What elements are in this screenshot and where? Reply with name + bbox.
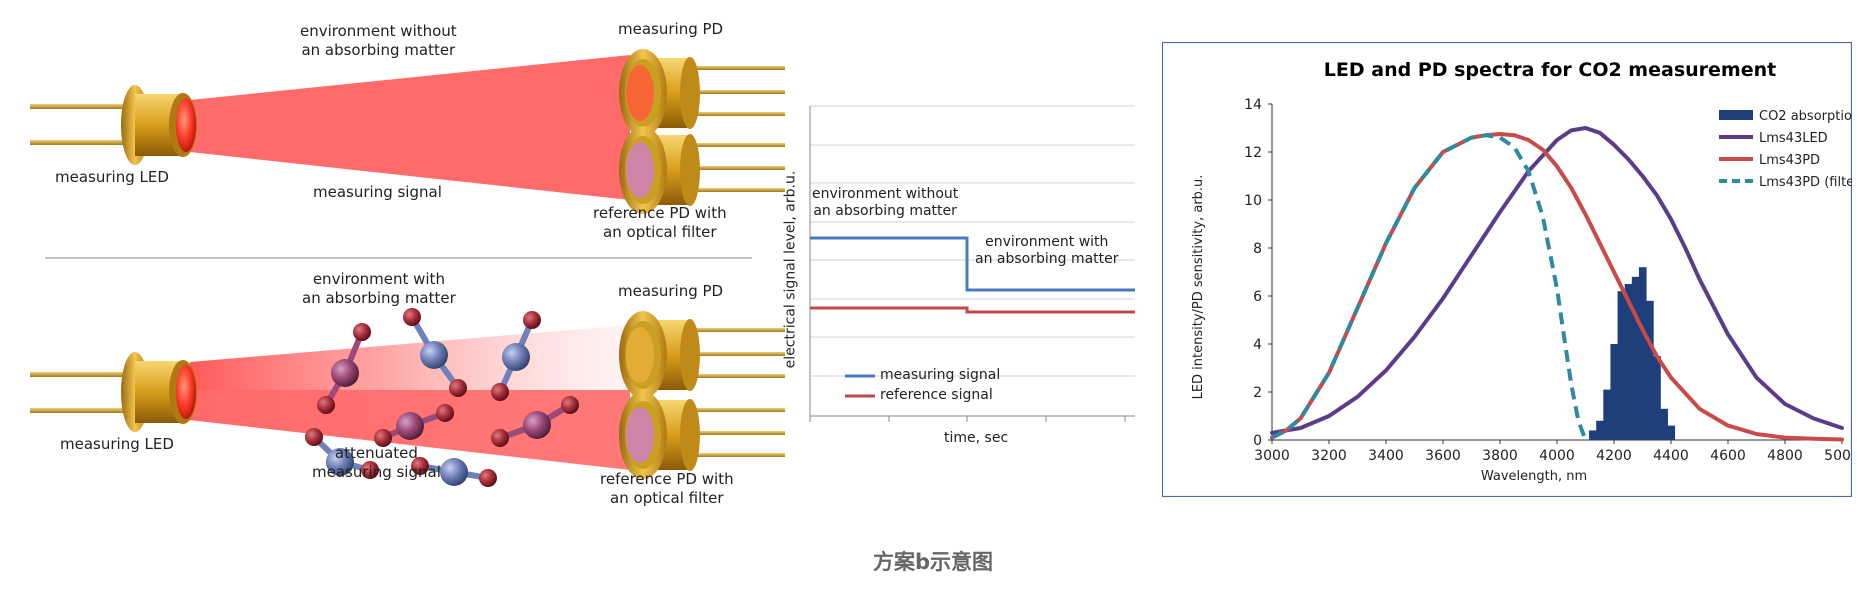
lms43pd-line: [1270, 132, 1844, 442]
bottom-reference-pd-label-line2: an optical filter: [610, 489, 724, 507]
y-tick-label: 6: [1253, 289, 1262, 305]
top-measuring-beam: [190, 55, 630, 200]
figure-caption: 方案b示意图: [872, 550, 994, 574]
top-measuring-pd: [619, 49, 785, 137]
signal-annotation-right-line2: an absorbing matter: [975, 251, 1119, 267]
legend-label: Lms43LED: [1759, 131, 1828, 146]
co2-absorption-bar: [1638, 267, 1647, 440]
bottom-environment-label-line1: environment with: [312, 270, 445, 288]
x-tick-label: 3600: [1425, 448, 1461, 464]
top-environment-label-line2: an absorbing matter: [301, 41, 456, 59]
y-tick-label: 12: [1244, 145, 1262, 161]
bottom-beam-label-line2: measuring signal: [312, 463, 441, 481]
lms43pd-filtered-line: [1271, 133, 1588, 441]
top-reference-pd-label-line2: an optical filter: [603, 223, 717, 241]
bottom-beam-label: attenuated measuring signal: [312, 444, 441, 482]
co2-absorption-bar: [1653, 356, 1661, 440]
legend-reference-label: reference signal: [880, 387, 993, 403]
x-tick-label: 3000: [1254, 448, 1290, 464]
molecule: [403, 308, 467, 397]
legend-swatch: [1719, 110, 1753, 120]
molecule: [491, 396, 579, 447]
lms43led-line: [1270, 126, 1844, 435]
legend-label: CO2 absorption: [1759, 109, 1852, 124]
signal-level-chart: [809, 105, 1135, 422]
signal-annotation-left: environment without an absorbing matter: [812, 186, 958, 220]
signal-x-ticks: [809, 416, 1126, 422]
top-environment-label-line1: environment without: [300, 22, 457, 40]
bottom-reference-pd: [619, 391, 785, 479]
molecule: [411, 457, 497, 487]
top-measuring-led: [30, 85, 197, 165]
y-tick-label: 10: [1244, 193, 1262, 209]
signal-annotation-right-line1: environment with: [985, 234, 1109, 250]
co2-absorption-bar: [1617, 291, 1626, 440]
signal-gridlines: [810, 105, 1135, 377]
co2-absorption-bar: [1610, 344, 1619, 440]
bottom-led-label: measuring LED: [60, 435, 174, 453]
top-led-label: measuring LED: [55, 168, 169, 186]
co2-absorption-bar: [1667, 425, 1676, 440]
co2-absorption-bar: [1660, 408, 1668, 440]
spectra-plot-area: 0 2 4 6 8 10 12 14 3000 3200 3400 3600 3800 4000 4200 4…: [1244, 97, 1852, 464]
reference-signal-line: [810, 306, 1135, 314]
chart-x-axis-label: Wavelength, nm: [1481, 469, 1587, 484]
chart-y-axis-label: LED intensity/PD sensitivity, arb.u.: [1191, 175, 1206, 400]
spectra-chart: LED and PD spectra for CO2 measurement W…: [1162, 42, 1852, 497]
top-reference-pd-label: reference PD with an optical filter: [593, 204, 727, 242]
legend-label: Lms43PD (filtered): [1759, 175, 1852, 190]
signal-x-axis-label: time, sec: [944, 430, 1009, 446]
signal-annotation-right: environment with an absorbing matter: [975, 234, 1119, 268]
x-tick-label: 3200: [1311, 448, 1347, 464]
signal-y-axis-label: electrical signal level, arb.u.: [782, 170, 799, 369]
signal-annotation-left-line2: an absorbing matter: [813, 203, 957, 219]
y-tick-label: 14: [1244, 97, 1262, 113]
co2-absorption-bar: [1603, 389, 1611, 440]
y-tick-label: 2: [1253, 385, 1262, 401]
co2-absorption-bar: [1596, 420, 1604, 440]
y-tick-label: 0: [1253, 433, 1262, 449]
legend-label: Lms43PD: [1759, 153, 1820, 168]
absorbing-molecules: [305, 308, 579, 487]
chart-title: LED and PD spectra for CO2 measurement: [1324, 59, 1776, 81]
top-beam-label: measuring signal: [313, 183, 442, 201]
top-scenario: [30, 49, 785, 214]
x-tick-label: 4400: [1653, 448, 1689, 464]
top-measuring-pd-label: measuring PD: [618, 20, 724, 38]
bottom-measuring-led: [30, 352, 197, 432]
bottom-measuring-pd: [619, 311, 785, 399]
measuring-signal-line: [810, 236, 1135, 292]
top-environment-label: environment without an absorbing matter: [300, 22, 457, 60]
bottom-reference-pd-label: reference PD with an optical filter: [600, 470, 734, 508]
y-tick-label: 4: [1253, 337, 1262, 353]
co2-absorption-bar: [1631, 276, 1640, 440]
co2-absorption-bar: [1589, 430, 1597, 440]
co2-absorption-bar: [1646, 300, 1654, 440]
y-tick-label: 8: [1253, 241, 1262, 257]
x-tick-label: 3400: [1368, 448, 1404, 464]
molecule: [317, 323, 371, 414]
legend-measuring-label: measuring signal: [880, 367, 1001, 383]
optical-measurement-diagram: [30, 49, 785, 487]
x-tick-label: 5000: [1824, 448, 1852, 464]
top-reference-pd: [619, 126, 785, 214]
x-tick-label: 3800: [1482, 448, 1518, 464]
x-tick-label: 4200: [1596, 448, 1632, 464]
bottom-environment-label: environment with an absorbing matter: [302, 270, 456, 308]
bottom-beam-label-line1: attenuated: [334, 444, 418, 462]
signal-annotation-left-line1: environment without: [812, 186, 959, 202]
molecule: [374, 404, 454, 447]
x-tick-label: 4800: [1767, 448, 1803, 464]
top-reference-pd-label-line1: reference PD with: [593, 204, 727, 222]
molecule: [305, 428, 379, 479]
spectra-legend: CO2 absorption Lms43LED Lms43PD Lms43PD (fi…: [1719, 109, 1852, 190]
co2-absorption-bar: [1624, 284, 1633, 440]
bottom-measuring-pd-label: measuring PD: [618, 282, 724, 300]
x-tick-label: 4000: [1539, 448, 1575, 464]
bottom-scenario: [30, 308, 785, 487]
x-tick-label: 4600: [1710, 448, 1746, 464]
molecule: [491, 311, 541, 401]
bottom-environment-label-line2: an absorbing matter: [302, 289, 456, 307]
bottom-reference-pd-label-line1: reference PD with: [600, 470, 734, 488]
